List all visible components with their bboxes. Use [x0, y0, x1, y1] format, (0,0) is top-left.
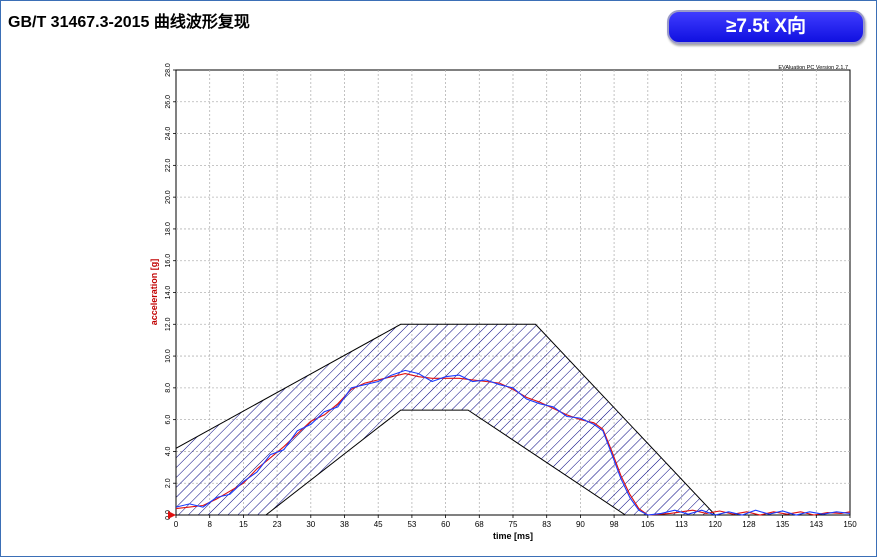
x-tick-label: 0 — [174, 520, 179, 529]
direction-badge: ≥7.5t X向 — [667, 10, 865, 44]
y-axis-label: acceleration [g] — [149, 259, 159, 326]
x-tick-label: 68 — [475, 520, 484, 529]
x-tick-label: 90 — [576, 520, 585, 529]
x-tick-label: 105 — [641, 520, 655, 529]
x-tick-label: 113 — [675, 520, 688, 529]
origin-marker-icon — [168, 511, 176, 519]
y-tick-label: 22.0 — [165, 158, 172, 172]
y-tick-label: 12.0 — [165, 317, 172, 331]
x-tick-label: 30 — [306, 520, 315, 529]
series-layer — [175, 369, 851, 516]
x-tick-labels: 0 8 15 23 30 38 45 53 60 68 75 83 90 98 105 113 120 128 13… — [174, 515, 857, 529]
y-tick-label: 14.0 — [165, 286, 172, 300]
y-tick-label: 24.0 — [165, 127, 172, 141]
x-tick-label: 135 — [776, 520, 790, 529]
y-tick-label: 20.0 — [165, 190, 172, 204]
x-tick-label: 15 — [239, 520, 248, 529]
x-tick-label: 75 — [509, 520, 518, 529]
x-tick-label: 120 — [709, 520, 723, 529]
x-tick-label: 23 — [273, 520, 282, 529]
x-tick-label: 60 — [441, 520, 450, 529]
x-tick-label: 38 — [340, 520, 349, 529]
y-tick-label: 18.0 — [165, 222, 172, 236]
y-tick-label: 10.0 — [165, 349, 172, 363]
x-tick-label: 98 — [610, 520, 619, 529]
x-tick-label: 143 — [810, 520, 824, 529]
x-tick-label: 128 — [742, 520, 756, 529]
tolerance-corridor — [175, 323, 717, 516]
y-tick-label: 8.0 — [165, 383, 172, 393]
y-tick-label: 2.0 — [165, 478, 172, 488]
software-version-label: EVAluation PC Version 2.1.7 — [778, 65, 848, 71]
x-tick-label: 8 — [207, 520, 212, 529]
y-tick-labels: 0.02.04.06.08.010.012.014.016.018.020.02… — [165, 63, 176, 520]
page-title: GB/T 31467.3-2015 曲线波形复现 — [8, 14, 250, 31]
y-tick-label: 4.0 — [165, 446, 172, 456]
x-tick-label: 53 — [407, 520, 416, 529]
x-tick-label: 83 — [542, 520, 551, 529]
x-tick-label: 45 — [374, 520, 383, 529]
y-tick-label: 26.0 — [165, 95, 172, 109]
x-axis-label: time [ms] — [493, 531, 533, 541]
y-tick-label: 16.0 — [165, 254, 172, 268]
y-tick-label: 28.0 — [165, 63, 172, 77]
x-tick-label: 150 — [843, 520, 857, 529]
y-tick-label: 6.0 — [165, 415, 172, 425]
series-line-blue — [175, 369, 851, 516]
